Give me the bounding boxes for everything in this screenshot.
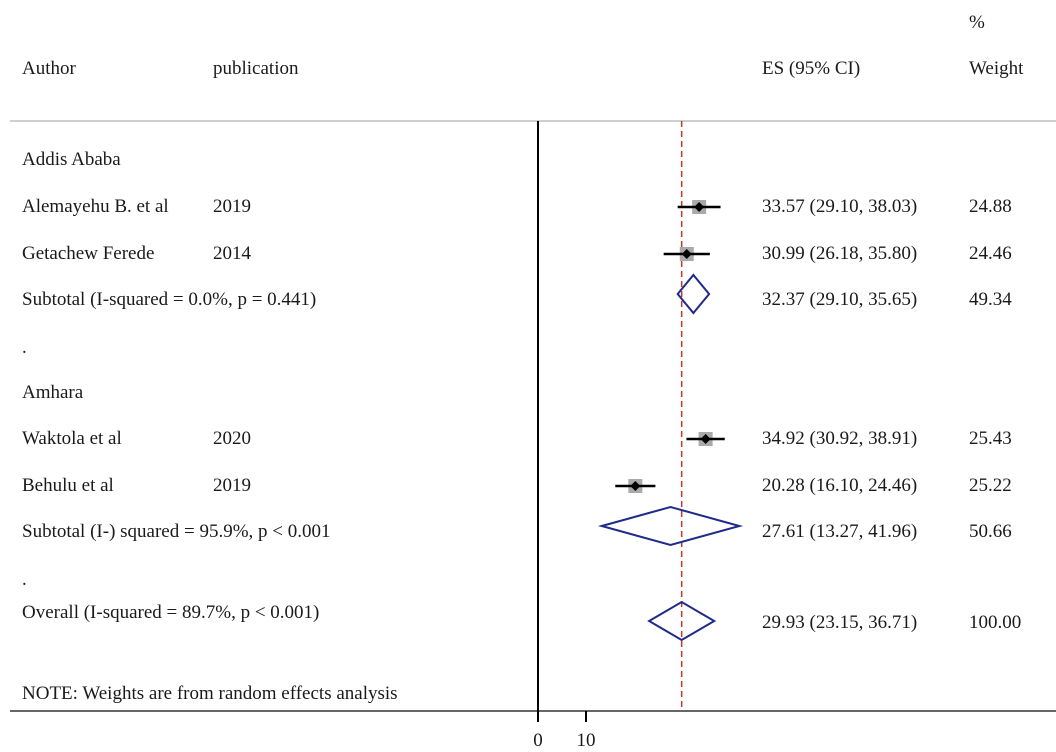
subtotal-es: 27.61 (13.27, 41.96): [762, 521, 918, 542]
study-point: [694, 202, 705, 212]
subtotal-label: Subtotal (I-) squared = 95.9%, p < 0.001: [22, 521, 331, 542]
study-year: 2020: [213, 428, 251, 449]
study-point: [700, 434, 711, 444]
group-label: Addis Ababa: [22, 149, 121, 170]
study-weight: 25.22: [969, 475, 1012, 496]
study-author: Waktola et al: [22, 428, 122, 449]
study-year: 2014: [213, 243, 251, 264]
overall-diamond: [647, 600, 717, 642]
overall-label: Overall (I-squared = 89.7%, p < 0.001): [22, 602, 320, 623]
footnote: NOTE: Weights are from random effects an…: [22, 683, 398, 704]
overall-weight: 100.00: [969, 612, 1022, 633]
study-year: 2019: [213, 475, 251, 496]
x-tick-label: 10: [577, 730, 596, 751]
spacer-dot: .: [22, 569, 27, 590]
spacer-dot: .: [22, 337, 27, 358]
subtotal-label: Subtotal (I-squared = 0.0%, p = 0.441): [22, 289, 317, 310]
study-author: Alemayehu B. et al: [22, 196, 169, 217]
subtotal-diamond: [597, 505, 744, 547]
study-weight: 24.46: [969, 243, 1012, 264]
header-author: Author: [22, 58, 76, 79]
study-es: 20.28 (16.10, 24.46): [762, 475, 918, 496]
study-point: [681, 249, 692, 259]
group-label: Amhara: [22, 382, 84, 403]
subtotal-weight: 50.66: [969, 521, 1012, 542]
x-tick-label: 0: [533, 730, 543, 751]
subtotal-diamond: [676, 273, 711, 315]
study-weight: 25.43: [969, 428, 1012, 449]
study-weight: 24.88: [969, 196, 1012, 217]
header-weight-pct: %: [969, 12, 985, 33]
study-es: 33.57 (29.10, 38.03): [762, 196, 918, 217]
subtotal-weight: 49.34: [969, 289, 1012, 310]
overall-es: 29.93 (23.15, 36.71): [762, 612, 918, 633]
header-weight: Weight: [969, 58, 1024, 79]
study-es: 34.92 (30.92, 38.91): [762, 428, 918, 449]
subtotal-es: 32.37 (29.10, 35.65): [762, 289, 918, 310]
header-publication: publication: [213, 58, 299, 79]
study-es: 30.99 (26.18, 35.80): [762, 243, 918, 264]
study-author: Getachew Ferede: [22, 243, 155, 264]
header-es: ES (95% CI): [762, 58, 861, 79]
study-point: [630, 481, 641, 491]
study-author: Behulu et al: [22, 475, 114, 496]
study-year: 2019: [213, 196, 251, 217]
